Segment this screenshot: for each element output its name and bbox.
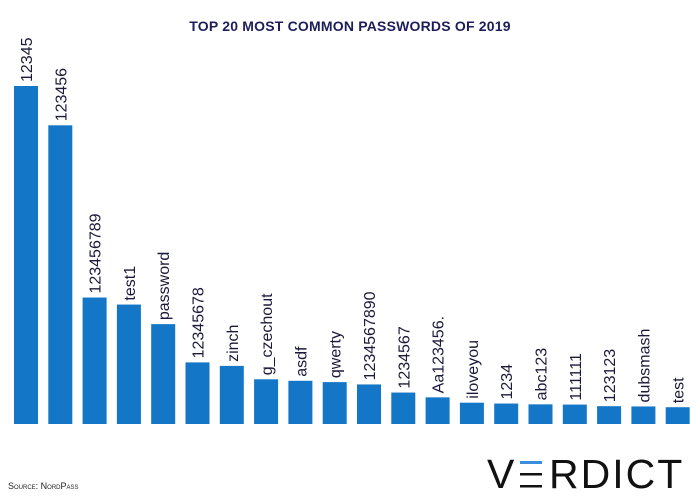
svg-text:V: V [487,452,516,494]
bar-label: iloveyou [465,340,482,399]
bar-label: password [156,252,173,320]
bar-dubsmash [631,406,656,424]
bar-label: asdf [293,346,310,377]
bar-label: 123456789 [88,213,105,293]
bar-1234567890 [357,384,381,424]
bar-iloveyou [459,402,484,424]
bar-label: 123456 [53,68,70,121]
bar-label: 123123 [602,349,619,402]
bar-asdf [288,380,313,424]
verdict-logo: V RDICT [487,451,692,504]
bar-label: test [671,377,688,403]
bar-password [151,324,176,424]
bar-Aa123456. [425,397,450,424]
bar-test [665,407,690,424]
bar-label: abc123 [534,348,551,401]
svg-text:RDICT: RDICT [549,452,684,494]
bar-abc123 [528,404,553,424]
bar-123456 [48,125,73,425]
bar-zinch [219,365,244,424]
source-note: Source: NordPass [8,481,79,491]
bar-label: 1234567 [396,326,413,388]
bar-label: 12345 [19,37,36,82]
bar-label: Aa123456. [431,316,448,393]
bar-label: zinch [225,325,242,362]
bar-label: test1 [122,266,139,301]
chart-title: TOP 20 MOST COMMON PASSWORDS OF 2019 [189,18,511,34]
verdict-logo-mark: V RDICT [487,451,684,497]
bar-qwerty [322,382,347,424]
bar-g_czechout [254,379,279,424]
bar-12345 [14,86,38,424]
bar-12345678 [185,362,210,424]
bar-label: qwerty [328,331,345,378]
bar-label: dubsmash [636,329,653,403]
bar-chart: 12345 123456 123456789 test1 password 1234567… [14,37,690,425]
bar-label: 1234 [499,364,516,400]
bar-111111 [562,404,587,424]
bar-test1 [116,304,141,424]
bar-label: 111111 [568,353,585,401]
bar-label: g_czechout [259,293,276,375]
bar-123123 [597,406,622,424]
bar-1234567 [391,392,416,424]
bar-123456789 [82,297,107,424]
bar-label: 1234567890 [362,291,379,380]
bar-label: 12345678 [191,287,208,358]
bar-1234 [494,403,519,424]
